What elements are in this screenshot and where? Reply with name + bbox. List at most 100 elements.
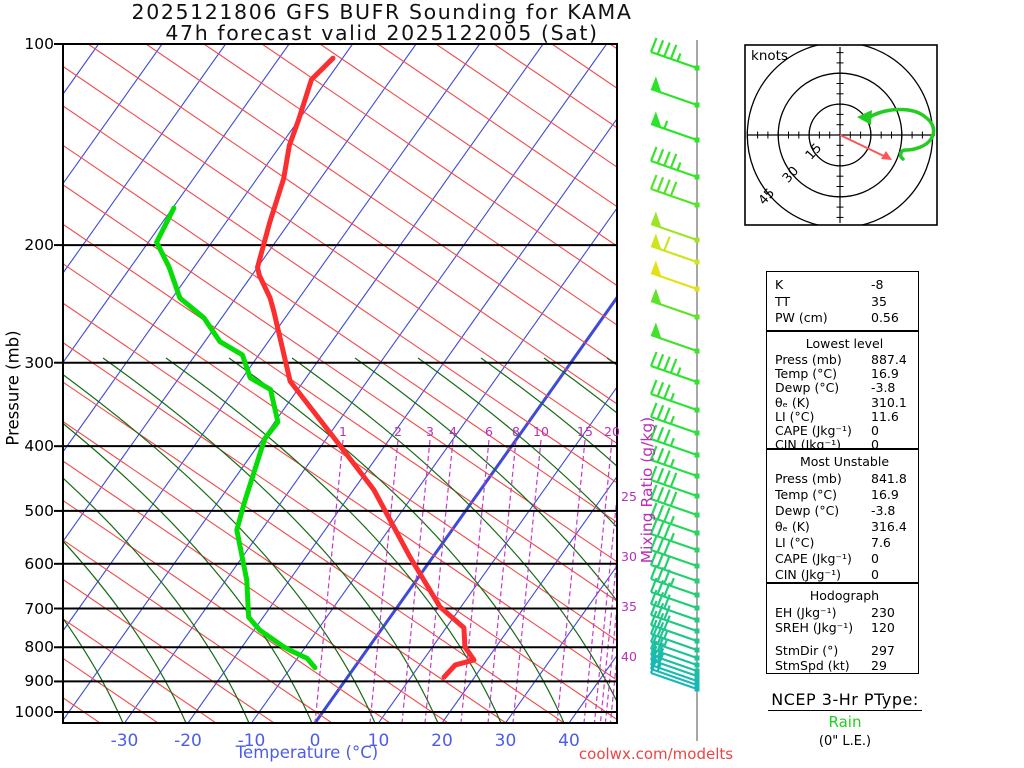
stat-row: Temp (°C) 16.9 [775,487,914,503]
wind-barb-column [649,37,700,741]
temperature-tick-label: -20 [174,731,202,751]
stat-value: 310.1 [871,394,907,410]
stats-spacer [775,635,914,643]
pressure-tick-label: 800 [24,638,54,657]
stat-value: 16.9 [871,366,899,382]
wind-barb [649,174,700,208]
mixing-ratio-label: 6 [485,424,493,439]
mixing-ratio-label: 15 [577,424,593,439]
stat-value: 29 [871,658,887,673]
stat-row: CIN (Jkg⁻¹) 0 [775,567,914,583]
wind-barb [649,402,700,436]
stats-section: Most Unstable Press (mb) 841.8 Temp (°C) 16.… [766,449,919,583]
pressure-tick-label: 200 [24,236,54,255]
plot-frame [62,43,618,724]
ptype-note: (0" L.E.) [818,734,872,749]
watermark-text: coolwx.com/modelts [578,745,734,763]
stat-label: Dewp (°C) [775,380,840,396]
wind-barb [649,564,700,598]
wind-barb [649,465,700,499]
temperature-trace [255,55,477,680]
temperature-tick-label: 0 [309,731,321,751]
mixing-ratio-label: 25 [621,489,637,504]
pressure-tick-label: 400 [24,437,54,456]
wind-barb [649,610,700,644]
ptype-panel: NCEP 3-Hr PType: Rain (0" L.E.) [742,690,948,749]
stat-value: -3.8 [871,503,896,518]
stat-value: 297 [871,643,895,658]
stats-section-header: Most Unstable [799,454,890,469]
stat-row: CIN (Jkg⁻¹) 0 [775,438,914,452]
wind-barb [649,351,700,385]
stat-label: θₑ (K) [775,519,810,534]
stat-value: 0 [871,437,879,453]
mixing-ratio-label: 40 [621,649,637,664]
hodograph-unit-label: knots [751,48,788,64]
sounding-traces [154,55,477,680]
wind-barb [649,146,700,180]
stat-label: TT [775,293,791,309]
mixing-ratio-label: 3 [426,424,434,439]
stat-value: 16.9 [871,487,899,502]
stat-value: 35 [871,293,887,309]
hodograph-trace [866,107,936,161]
wind-barb [650,288,700,320]
stat-row: Temp (°C) 16.9 [775,367,914,381]
stat-label: Press (mb) [775,352,842,367]
wind-barb [649,627,700,661]
stat-row: LI (°C) 11.6 [775,409,914,424]
pressure-tick-label: 100 [24,35,54,53]
stat-label: StmSpd (kt) [775,658,850,673]
stat-row: Press (mb) 841.8 [775,471,914,487]
stat-label: CIN (Jkg⁻¹) [775,437,841,453]
stats-section: K -8 TT 35 PW (cm) 0.56 [766,271,919,331]
stat-value: -8 [871,277,884,292]
wind-barb [649,600,700,634]
pressure-tick-label: 500 [24,501,54,520]
stat-label: K [775,277,784,292]
stat-row: PW (cm) 0.56 [775,310,914,327]
pressure-axis-label: Pressure (mb) [3,330,23,446]
storm-motion-arrow [839,134,889,159]
wind-barb [649,502,700,536]
stat-label: Temp (°C) [775,487,838,502]
stat-row: Press (mb) 887.4 [775,352,914,367]
stat-label: CAPE (Jkg⁻¹) [775,423,852,439]
stat-label: LI (°C) [775,535,815,550]
stat-row: Dewp (°C) -3.8 [775,503,914,519]
mixing-ratio-label: 35 [621,599,637,614]
wind-barb [649,37,700,71]
ptype-heading: NCEP 3-Hr PType: [768,690,922,711]
wind-barb [649,519,700,553]
pressure-tick-label: 900 [24,672,54,691]
stat-row: CAPE (Jkg⁻¹) 0 [775,551,914,567]
wind-barb [650,111,700,143]
ptype-value: Rain [828,713,862,731]
mixing-ratio-label: 10 [533,424,549,439]
wind-barb [650,260,700,292]
temperature-tick-label: 30 [494,731,517,751]
stats-section-header: Lowest level [805,336,884,351]
temperature-axis-label: Temperature (°C) [235,743,379,762]
pressure-tick-label: 600 [24,554,54,573]
stat-row: StmDir (°) 297 [775,643,914,658]
stat-row: Dewp (°C) -3.8 [775,381,914,395]
wind-barb [649,634,700,668]
wind-barb [649,619,700,653]
mixing-ratio-label: 20 [604,424,620,439]
wind-barb [650,211,700,243]
chart-title-line2: 47h forecast valid 2025122005 (Sat) [165,21,599,45]
temperature-tick-label: 20 [431,731,453,751]
stat-label: StmDir (°) [775,643,839,658]
hodograph [744,44,938,226]
stat-value: -3.8 [871,380,896,396]
stat-label: Dewp (°C) [775,503,840,518]
wind-barb [649,379,700,413]
skewt-grid [63,44,617,723]
stat-value: 0 [871,423,879,439]
stat-label: Press (mb) [775,471,842,486]
mixing-ratio-label: 4 [449,424,457,439]
chart-title: 2025121806 GFS BUFR Sounding for KAMA 47… [32,2,732,44]
